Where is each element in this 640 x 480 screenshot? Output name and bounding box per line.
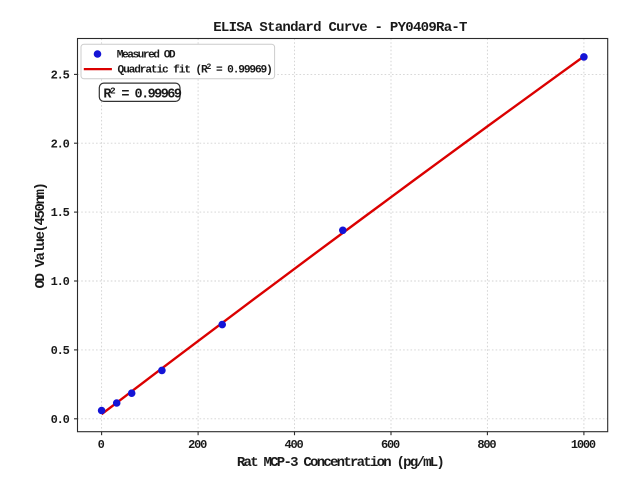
svg-text:1000: 1000 — [571, 438, 596, 452]
svg-text:Measured OD: Measured OD — [117, 50, 176, 62]
svg-text:0.5: 0.5 — [51, 344, 70, 358]
svg-text:800: 800 — [477, 438, 496, 452]
svg-text:0.0: 0.0 — [51, 413, 70, 427]
svg-text:2.5: 2.5 — [51, 69, 70, 83]
svg-text:200: 200 — [188, 438, 207, 452]
svg-text:ELISA Standard Curve - PY0409R: ELISA Standard Curve - PY0409Ra-T — [213, 20, 467, 36]
svg-text:Rat MCP-3 Concentration (pg/mL: Rat MCP-3 Concentration (pg/mL) — [237, 455, 444, 471]
svg-text:1.5: 1.5 — [51, 206, 70, 220]
svg-text:Quadratic fit (R2 = 0.99969): Quadratic fit (R2 = 0.99969) — [118, 63, 272, 77]
svg-text:OD Value(450nm): OD Value(450nm) — [33, 183, 49, 288]
svg-text:2.0: 2.0 — [51, 137, 70, 151]
svg-text:600: 600 — [381, 438, 400, 452]
svg-text:400: 400 — [284, 438, 303, 452]
svg-text:0: 0 — [98, 438, 105, 452]
svg-text:R2 = 0.99969: R2 = 0.99969 — [103, 85, 181, 102]
svg-text:1.0: 1.0 — [51, 275, 70, 289]
